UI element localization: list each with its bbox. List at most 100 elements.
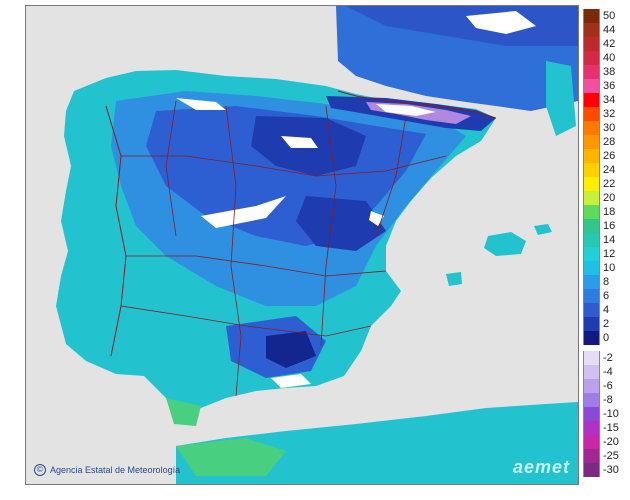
copyright-icon: © — [34, 464, 46, 476]
legend-swatch — [583, 261, 600, 275]
portugal-border — [105, 105, 127, 357]
legend-row: 12 — [583, 247, 628, 261]
legend-row: -30 — [583, 463, 628, 477]
legend-row: 6 — [583, 289, 628, 303]
legend-label: -8 — [603, 394, 613, 406]
legend-row: 10 — [583, 261, 628, 275]
legend-row: 14 — [583, 233, 628, 247]
temperature-map: © Agencia Estatal de Meteorología aemet — [25, 5, 579, 485]
legend-swatch — [583, 365, 600, 379]
legend-swatch — [583, 247, 600, 261]
credit-text: Agencia Estatal de Meteorología — [50, 465, 181, 475]
legend-swatch — [583, 51, 600, 65]
region-border-2 — [126, 255, 387, 277]
legend-swatch — [583, 65, 600, 79]
legend-row: 8 — [583, 275, 628, 289]
region-border-5 — [320, 105, 337, 347]
legend-label: 28 — [603, 136, 616, 148]
legend-label: 26 — [603, 150, 616, 162]
legend-row: 18 — [583, 205, 628, 219]
credit: © Agencia Estatal de Meteorología — [34, 464, 180, 476]
region-border-1 — [121, 155, 447, 177]
sardinia-corsica — [546, 61, 576, 136]
legend-swatch — [583, 351, 600, 365]
legend-swatch — [583, 289, 600, 303]
legend-swatch — [583, 463, 600, 477]
sierra-nevada-core — [266, 331, 316, 368]
legend-swatch — [583, 303, 600, 317]
legend-row: 32 — [583, 107, 628, 121]
legend-swatch — [583, 379, 600, 393]
morocco-coast — [176, 438, 286, 476]
legend-label: 14 — [603, 234, 616, 246]
region-border-7 — [375, 115, 407, 237]
legend-row: -8 — [583, 393, 628, 407]
legend-label: 30 — [603, 122, 616, 134]
legend-label: -20 — [603, 436, 619, 448]
legend-label: 6 — [603, 290, 610, 302]
legend-label: -30 — [603, 464, 619, 476]
legend-swatch — [583, 449, 600, 463]
north-africa — [176, 402, 578, 484]
legend-label: 20 — [603, 192, 616, 204]
legend-row: 22 — [583, 177, 628, 191]
ibiza — [446, 272, 462, 286]
snow-pyrenees — [376, 104, 436, 116]
legend-swatch — [583, 149, 600, 163]
legend-row: -15 — [583, 421, 628, 435]
legend-swatch — [583, 23, 600, 37]
legend-swatch — [583, 163, 600, 177]
legend-swatch — [583, 9, 600, 23]
legend-swatch — [583, 191, 600, 205]
legend-row: 26 — [583, 149, 628, 163]
menorca — [534, 224, 552, 235]
france-spain-border — [337, 90, 497, 119]
legend-row: 38 — [583, 65, 628, 79]
legend-row: -6 — [583, 379, 628, 393]
snow-sierra-nevada — [271, 374, 311, 388]
legend-row: -20 — [583, 435, 628, 449]
snow-alps — [466, 11, 536, 34]
legend-row: 16 — [583, 219, 628, 233]
legend-row: 40 — [583, 51, 628, 65]
legend-label: 2 — [603, 318, 610, 330]
legend-row: 44 — [583, 23, 628, 37]
legend-row: -25 — [583, 449, 628, 463]
legend-row: -2 — [583, 351, 628, 365]
legend-row: 36 — [583, 79, 628, 93]
legend-label: -2 — [603, 352, 613, 364]
cadiz-coast — [166, 398, 201, 426]
legend-label: -15 — [603, 422, 619, 434]
region-border-6 — [165, 100, 177, 237]
legend-label: -10 — [603, 408, 619, 420]
legend-label: -25 — [603, 450, 619, 462]
legend-row: -4 — [583, 365, 628, 379]
legend-label: 44 — [603, 24, 616, 36]
legend-swatch — [583, 121, 600, 135]
snow-iberian — [281, 136, 318, 148]
legend-row: 30 — [583, 121, 628, 135]
legend-swatch — [583, 177, 600, 191]
legend-swatch — [583, 37, 600, 51]
mallorca — [484, 232, 526, 256]
legend-label: 4 — [603, 304, 610, 316]
legend-row: 28 — [583, 135, 628, 149]
legend-label: 36 — [603, 80, 616, 92]
legend-label: 50 — [603, 10, 616, 22]
legend-swatch — [583, 205, 600, 219]
legend-label: 38 — [603, 66, 616, 78]
legend-swatch — [583, 393, 600, 407]
temperature-legend: 50 44 42 40 38 36 34 32 30 28 26 24 22 20 18 16 14 12 10 8 6… — [583, 9, 628, 489]
legend-row: 20 — [583, 191, 628, 205]
legend-label: -4 — [603, 366, 613, 378]
legend-label: 18 — [603, 206, 616, 218]
legend-label: -6 — [603, 380, 613, 392]
legend-swatch — [583, 107, 600, 121]
legend-swatch — [583, 435, 600, 449]
legend-row: -10 — [583, 407, 628, 421]
legend-label: 40 — [603, 52, 616, 64]
region-border-4 — [225, 105, 242, 397]
legend-swatch — [583, 233, 600, 247]
legend-label: 34 — [603, 94, 616, 106]
legend-label: 12 — [603, 248, 616, 260]
